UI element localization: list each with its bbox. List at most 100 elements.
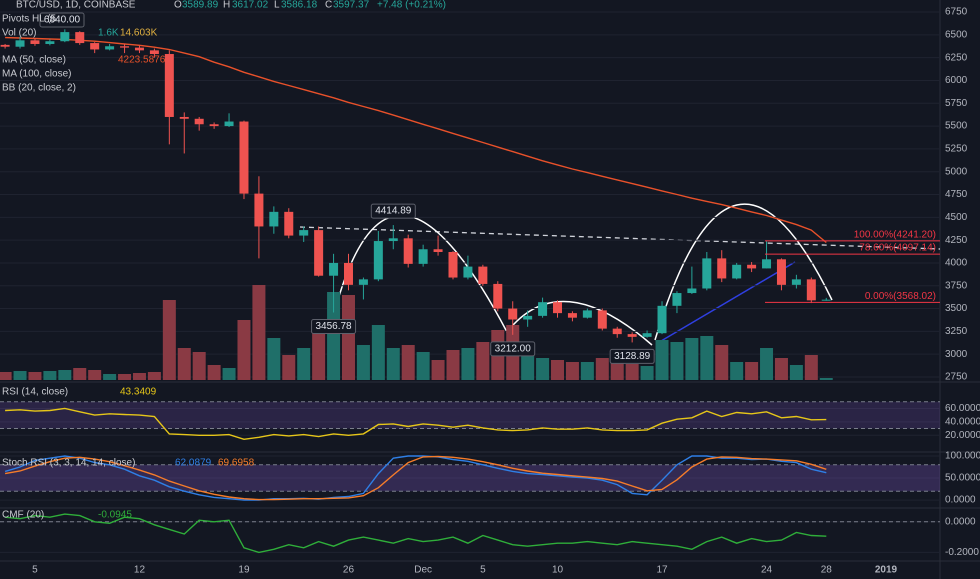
- indicator-value: 62.0879: [175, 458, 212, 469]
- price-label: 6840.00: [44, 15, 81, 26]
- volume-bar: [551, 360, 565, 380]
- y-tick-label: 5750: [945, 98, 968, 109]
- y-tick-label: 0.0000: [945, 495, 976, 506]
- x-tick-label: Dec: [414, 565, 432, 576]
- indicator-name: MA (100, close): [2, 69, 71, 80]
- candle-body: [448, 251, 458, 278]
- indicator-name: MA (50, close): [2, 55, 66, 66]
- volume-bar: [282, 355, 296, 380]
- y-tick-label: 5000: [945, 166, 968, 177]
- candle-body: [508, 308, 518, 320]
- candle-body: [149, 50, 159, 55]
- indicator-line: [5, 36, 827, 244]
- x-tick-label: 5: [32, 565, 38, 576]
- price-label: 3212.00: [495, 343, 532, 354]
- volume-bar: [177, 348, 191, 380]
- price-label-box: [609, 348, 655, 364]
- volume-bar: [819, 378, 833, 380]
- volume-bar: [356, 345, 370, 380]
- volume-bar: [685, 338, 699, 380]
- candle-body: [523, 315, 533, 320]
- indicator-value: -0.0945: [98, 510, 132, 521]
- ohlc-value: 3586.18: [281, 0, 318, 11]
- candle-body: [15, 40, 25, 47]
- volume-bar: [341, 295, 355, 380]
- volume-bar: [207, 365, 221, 380]
- band: [0, 401, 940, 429]
- candle-body: [627, 334, 637, 337]
- volume-bar: [162, 300, 176, 380]
- volume-bar: [745, 362, 759, 380]
- candle-body: [717, 258, 727, 279]
- volume-bar: [267, 338, 281, 380]
- candle-body: [433, 249, 443, 252]
- candle-body: [597, 310, 607, 329]
- arc: [654, 203, 833, 341]
- price-label-box: [490, 341, 536, 357]
- candle-body: [582, 310, 592, 318]
- volume-bar: [774, 358, 788, 380]
- volume-bar: [610, 360, 624, 380]
- change: +7.48 (+0.21%): [377, 0, 446, 11]
- candle-body: [821, 299, 831, 301]
- x-tick-label: 17: [656, 565, 668, 576]
- candle-body: [702, 258, 712, 289]
- candle-body: [30, 40, 40, 44]
- indicator-line: [5, 407, 827, 441]
- y-tick-label: 6750: [945, 7, 968, 18]
- volume-bar: [192, 352, 206, 380]
- price-label: 3128.89: [614, 351, 651, 362]
- indicator-value: 69.6958: [218, 458, 255, 469]
- ohlc-key: O: [174, 0, 182, 11]
- y-tick-label: 3750: [945, 280, 968, 291]
- candle-body: [329, 262, 339, 276]
- candle-body: [164, 54, 174, 117]
- candle-body: [0, 44, 10, 47]
- fib-label: 100.00%(4241.20): [854, 230, 936, 241]
- volume-bar: [416, 352, 430, 380]
- candle-body: [90, 43, 100, 50]
- candle-body: [179, 116, 189, 119]
- volume-bar: [461, 348, 475, 380]
- candle-body: [657, 305, 667, 334]
- indicator-value: 14.603K: [120, 28, 158, 39]
- candle-body: [642, 333, 652, 337]
- candle-body: [747, 264, 757, 269]
- indicator-line: [5, 513, 827, 554]
- volume-bar: [386, 348, 400, 380]
- candle-body: [120, 46, 130, 48]
- ohlc-key: C: [325, 0, 332, 11]
- ohlc-value: 3597.37: [333, 0, 370, 11]
- indicator-name: BB (20, close, 2): [2, 83, 76, 94]
- y-tick-label: 5500: [945, 121, 968, 132]
- candle-body: [343, 262, 353, 285]
- volume-bar: [700, 336, 714, 380]
- candle-body: [418, 249, 428, 264]
- volume-bar: [580, 362, 594, 380]
- volume-bar: [431, 360, 445, 380]
- indicator-name: Vol (20): [2, 28, 36, 39]
- arc: [506, 300, 653, 346]
- volume-bar: [640, 366, 654, 380]
- volume-bar: [730, 362, 744, 380]
- x-tick-label: 12: [134, 565, 146, 576]
- y-tick-label: 60.0000: [945, 403, 980, 414]
- indicator-name: RSI (14, close): [2, 387, 68, 398]
- volume-bar: [789, 365, 803, 380]
- symbol: BTC/USD, 1D, COINBASE: [16, 0, 136, 11]
- volume-bar: [252, 285, 266, 380]
- volume-bar: [103, 374, 117, 380]
- candle-body: [224, 121, 234, 127]
- price-label-box: [370, 203, 416, 219]
- x-tick-label: 19: [238, 565, 250, 576]
- candle-body: [791, 279, 801, 285]
- candle-body: [538, 302, 548, 316]
- candle-body: [209, 124, 219, 127]
- candle-body: [672, 293, 682, 306]
- volume-bar: [670, 342, 684, 380]
- indicator-value: 43.3409: [120, 387, 157, 398]
- x-tick-label: 5: [480, 565, 486, 576]
- price-label: 3456.78: [315, 321, 352, 332]
